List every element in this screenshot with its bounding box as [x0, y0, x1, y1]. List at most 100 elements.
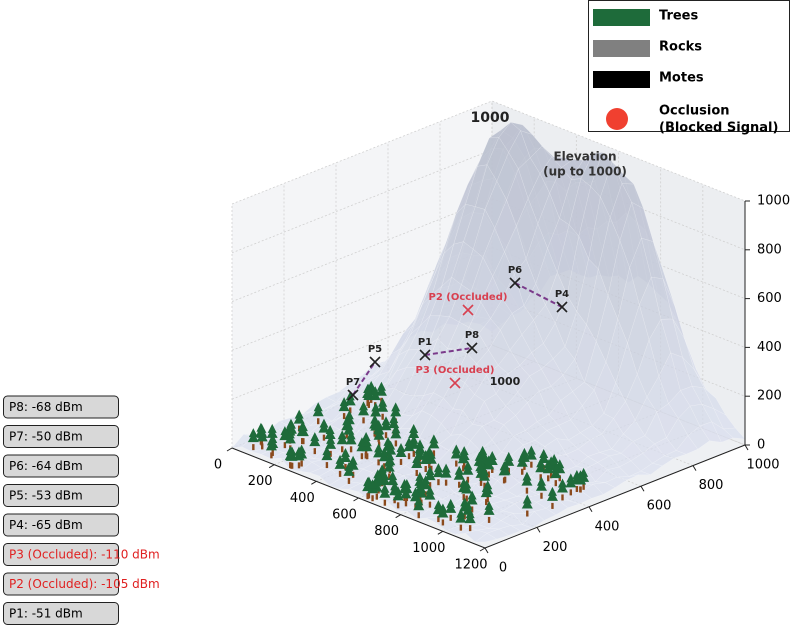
tree-trunk — [561, 494, 564, 501]
tree — [433, 500, 443, 510]
tree — [363, 477, 373, 487]
x-tick-label: 800 — [374, 524, 399, 539]
y-tick-label: 200 — [543, 540, 568, 555]
tree — [319, 418, 329, 428]
annotation: 1000 — [471, 110, 510, 126]
tree — [504, 451, 514, 461]
tree-trunk — [462, 494, 465, 501]
tree-trunk — [486, 496, 489, 503]
tree — [326, 434, 336, 444]
tree — [416, 483, 426, 493]
reading-box — [3, 572, 119, 596]
tree-trunk — [437, 516, 440, 523]
tree — [381, 416, 391, 426]
tree-trunk — [549, 472, 553, 479]
reading-box — [3, 454, 119, 478]
legend-label: Rocks — [659, 40, 702, 55]
tree — [385, 451, 395, 461]
reading-label: P8: -68 dBm — [9, 400, 83, 414]
z-tick-label: 1000 — [757, 194, 790, 209]
tree — [384, 457, 394, 467]
tree-trunk — [449, 514, 452, 521]
tree — [267, 423, 277, 433]
y-tick — [640, 485, 645, 492]
tree — [368, 479, 378, 489]
tree — [467, 490, 477, 500]
terrain-facet — [486, 528, 510, 540]
tree — [456, 508, 466, 518]
tree-trunk — [344, 463, 347, 470]
tree — [576, 470, 586, 480]
tree — [426, 449, 436, 459]
annotation: 1000 — [490, 375, 521, 388]
tree-trunk — [349, 446, 353, 453]
tree-trunk — [539, 474, 542, 481]
tree — [378, 397, 388, 407]
tree — [441, 463, 451, 473]
tree — [433, 463, 443, 473]
mote-label: P4 — [555, 289, 569, 300]
x-tick — [353, 497, 359, 502]
tree — [310, 432, 320, 442]
tree — [522, 494, 532, 504]
tree-trunk — [502, 477, 506, 484]
tree — [388, 471, 398, 481]
tree-trunk — [283, 442, 287, 449]
tree — [425, 466, 435, 476]
tree-trunk — [260, 439, 264, 446]
grid-line — [231, 149, 746, 254]
tree-trunk — [417, 512, 420, 519]
reading-label: P5: -53 dBm — [9, 489, 83, 503]
tree — [339, 397, 349, 407]
tree — [379, 447, 389, 457]
tree-trunk — [367, 401, 371, 408]
tree-trunk — [322, 434, 326, 441]
tree-trunk — [377, 459, 380, 466]
legend-label: Occlusion — [659, 104, 730, 119]
terrain-surface — [231, 121, 746, 543]
tree — [539, 448, 549, 458]
tree — [409, 423, 419, 433]
tree — [287, 446, 297, 456]
tree — [483, 504, 495, 515]
tree-trunk — [399, 458, 403, 465]
tree-trunk — [271, 449, 274, 456]
y-axis — [484, 444, 746, 549]
tree-trunk — [360, 453, 364, 460]
tree-trunk — [374, 432, 378, 439]
tree — [362, 437, 372, 447]
tree — [415, 471, 425, 481]
terrain-facet — [581, 483, 604, 499]
tree-trunk — [521, 468, 524, 475]
tree — [393, 486, 403, 496]
mote-marker — [466, 342, 478, 354]
y-tick — [692, 465, 697, 471]
y-tick-label: 600 — [647, 499, 672, 514]
legend-swatch — [593, 9, 650, 26]
z-tick-label: 600 — [757, 291, 782, 306]
tree-trunk — [347, 477, 351, 484]
tree-trunk — [388, 473, 391, 480]
tree-trunk — [270, 452, 273, 459]
y-tick — [536, 527, 541, 533]
tree-trunk — [394, 440, 398, 447]
tree-trunk — [491, 466, 494, 473]
tree — [481, 483, 491, 493]
tree-trunk — [487, 516, 491, 523]
tree-trunk — [523, 463, 526, 470]
tree — [294, 446, 304, 456]
reading-box — [3, 513, 119, 537]
tree — [409, 434, 419, 444]
annotation: (up to 1000) — [543, 165, 627, 179]
terrain-facet — [652, 455, 675, 467]
tree-trunk — [424, 491, 427, 498]
tree-trunk — [428, 501, 432, 508]
tree — [380, 471, 390, 481]
tree-trunk — [407, 453, 411, 460]
tree — [294, 409, 304, 419]
tree — [344, 461, 354, 471]
tree — [380, 483, 390, 493]
tree-trunk — [554, 480, 557, 487]
tree — [298, 422, 308, 432]
mote-marker — [347, 389, 359, 401]
